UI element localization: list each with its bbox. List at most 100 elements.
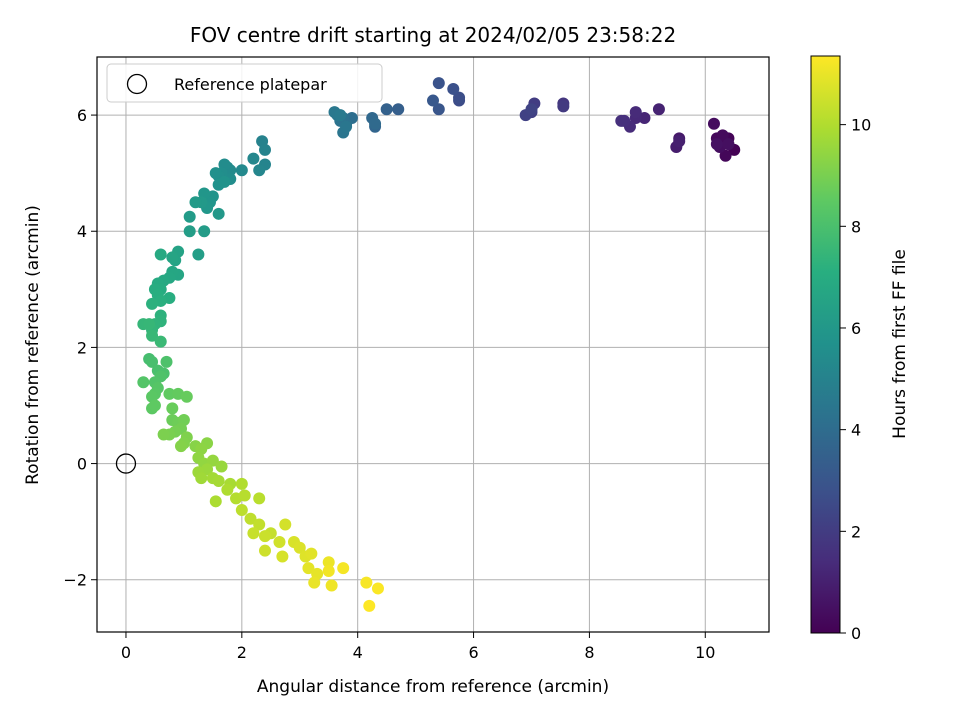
data-point — [163, 387, 176, 400]
legend-box — [106, 63, 383, 103]
data-point — [259, 530, 271, 543]
data-point — [180, 390, 193, 403]
data-point — [238, 489, 251, 502]
data-point — [279, 518, 292, 531]
data-point — [198, 225, 211, 238]
y-tick-label: −2 — [63, 571, 87, 590]
plot-frame — [96, 56, 770, 633]
colorbar-tick-label: 8 — [851, 217, 861, 236]
data-point — [380, 103, 393, 116]
data-point — [166, 251, 179, 264]
data-point — [212, 474, 225, 487]
data-point — [427, 94, 439, 107]
data-point — [392, 103, 405, 116]
data-point — [235, 504, 248, 517]
data-point — [183, 210, 196, 223]
data-point — [189, 196, 202, 209]
y-tick-label: 4 — [77, 222, 87, 241]
data-point — [160, 355, 173, 368]
data-point — [137, 376, 150, 389]
data-point — [218, 175, 231, 188]
data-point — [360, 576, 373, 589]
data-point — [154, 248, 167, 261]
data-point — [638, 111, 651, 124]
data-point — [253, 492, 266, 505]
data-point — [453, 91, 466, 104]
data-point — [629, 106, 642, 119]
data-point — [195, 472, 208, 485]
data-point — [215, 460, 228, 473]
data-point — [557, 100, 570, 113]
data-point — [340, 120, 353, 133]
x-tick-label: 4 — [353, 643, 363, 662]
data-point — [209, 167, 222, 180]
data-point — [209, 495, 222, 508]
data-point — [707, 117, 720, 130]
data-point — [673, 135, 686, 148]
data-point — [710, 138, 723, 151]
data-point — [322, 565, 335, 578]
colorbar — [810, 55, 841, 634]
data-point — [432, 103, 445, 116]
data-point — [247, 527, 260, 540]
data-point — [276, 550, 289, 563]
y-tick-label: 6 — [77, 106, 87, 125]
colorbar-label: Hours from first FF file — [890, 249, 910, 439]
data-point — [719, 149, 732, 162]
data-point — [154, 335, 167, 348]
x-tick-label: 2 — [237, 643, 247, 662]
chart-title: FOV centre drift starting at 2024/02/05 … — [190, 23, 676, 47]
legend-marker-icon — [126, 73, 148, 95]
data-point — [247, 152, 260, 165]
data-point — [371, 582, 384, 595]
data-point — [212, 207, 225, 220]
data-point — [447, 82, 460, 95]
data-point — [293, 541, 306, 554]
colorbar-tick-label: 6 — [851, 319, 861, 338]
reference-platepar-marker — [115, 453, 137, 474]
data-point — [146, 355, 159, 368]
data-point — [259, 544, 271, 557]
data-point — [308, 576, 321, 589]
colorbar-tick-label: 0 — [851, 624, 861, 643]
data-point — [615, 114, 628, 127]
data-point — [273, 535, 286, 548]
legend-label: Reference platepar — [174, 75, 327, 94]
y-tick-label: 0 — [77, 455, 87, 474]
data-point — [244, 512, 257, 525]
data-point — [337, 562, 350, 575]
data-point — [235, 164, 248, 177]
data-point — [253, 518, 266, 531]
data-point — [146, 329, 159, 342]
axis-ticks: 0 2 4 6 8 10 −2 0 2 4 6 — [63, 106, 715, 662]
data-point — [652, 103, 665, 116]
y-axis-label: Rotation from reference (arcmin) — [23, 205, 43, 485]
data-point — [235, 477, 248, 490]
data-point — [221, 483, 234, 496]
data-point — [143, 318, 156, 331]
data-point — [722, 138, 735, 151]
data-point — [166, 402, 179, 415]
colorbar-tick-label: 4 — [851, 421, 861, 440]
data-point — [363, 599, 376, 612]
data-point — [325, 579, 338, 592]
colorbar-tick-label: 2 — [851, 522, 861, 541]
colorbar-tick-label: 10 — [851, 116, 871, 135]
data-point — [716, 129, 729, 142]
data-point — [192, 248, 205, 261]
data-point — [334, 109, 347, 122]
data-point — [525, 103, 538, 116]
data-point — [305, 547, 318, 560]
x-axis-label: Angular distance from reference (arcmin) — [257, 677, 609, 697]
x-tick-label: 6 — [468, 643, 478, 662]
data-point — [432, 77, 445, 90]
colorbar-ticks: 0 2 4 6 8 10 — [840, 116, 871, 643]
y-tick-label: 2 — [77, 338, 87, 357]
data-point — [148, 399, 161, 412]
data-point — [146, 297, 159, 310]
data-points — [137, 77, 741, 612]
x-tick-label: 8 — [584, 643, 594, 662]
grid — [97, 57, 769, 632]
data-point — [259, 143, 271, 156]
